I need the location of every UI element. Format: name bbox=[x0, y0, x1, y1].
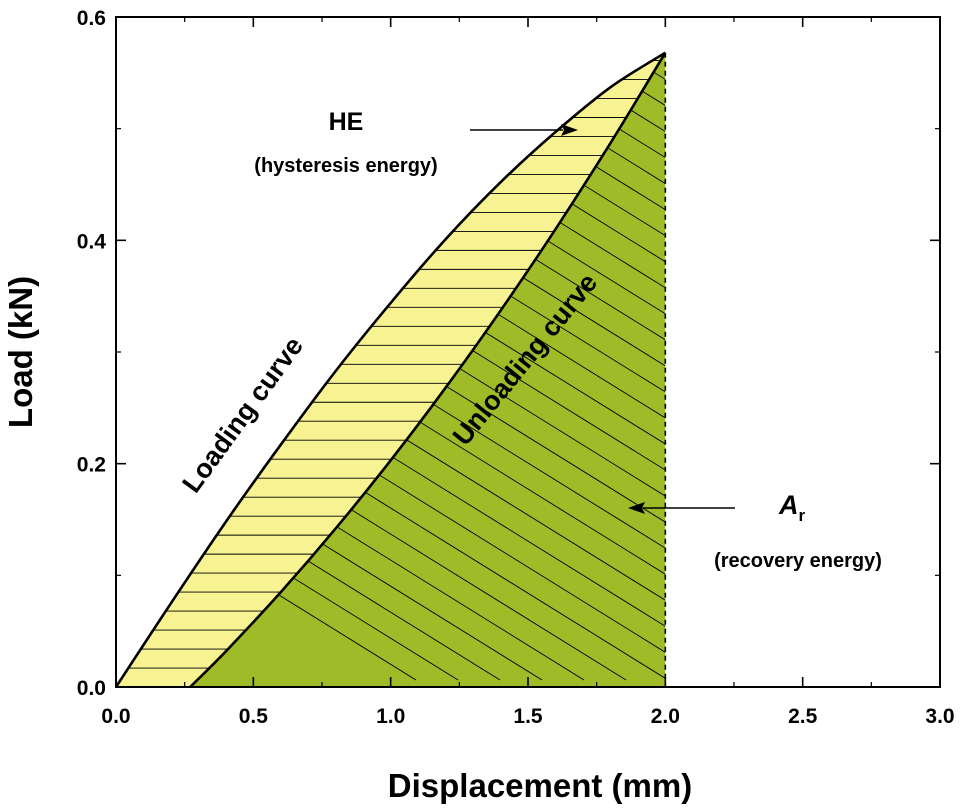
hatch-line bbox=[190, 59, 666, 681]
hatch-line bbox=[465, 59, 666, 681]
unloading-curve-line bbox=[189, 52, 667, 688]
hatch-line bbox=[886, 60, 963, 680]
x-tick-label: 2.0 bbox=[651, 705, 680, 728]
x-tick-label: 2.5 bbox=[788, 705, 818, 728]
hatch-line bbox=[676, 60, 963, 680]
y-axis-title: Load (kN) bbox=[2, 276, 39, 428]
y-axis-ticks: 0.0 0.2 0.4 0.6 bbox=[77, 7, 940, 700]
hysteresis-energy-region bbox=[116, 52, 666, 687]
x-tick-label: 0.5 bbox=[239, 705, 269, 728]
recovery-energy-region bbox=[190, 52, 666, 687]
x-tick-label: 0.0 bbox=[101, 705, 130, 728]
curves bbox=[114, 51, 667, 688]
hatch-line bbox=[190, 59, 543, 681]
hatch-line bbox=[190, 59, 666, 681]
x-tick-label: 3.0 bbox=[925, 705, 954, 728]
x-tick-label: 1.0 bbox=[376, 705, 405, 728]
he-arrowhead-icon bbox=[561, 124, 578, 136]
x-axis-title: Displacement (mm) bbox=[388, 767, 692, 804]
hatch-line bbox=[718, 60, 963, 680]
ar-subtitle: (recovery energy) bbox=[714, 550, 882, 572]
hatch-line bbox=[844, 60, 963, 680]
y-tick-label: 0.6 bbox=[77, 7, 106, 30]
hatch-line bbox=[760, 60, 963, 680]
hatch-line bbox=[190, 59, 627, 681]
recovery-annotation: Ar (recovery energy) bbox=[628, 490, 882, 572]
hatch-line bbox=[633, 59, 666, 681]
ar-title: Ar bbox=[778, 490, 806, 525]
x-axis-ticks: 0.0 0.5 1.0 1.5 2.0 2.5 3.0 bbox=[101, 17, 955, 728]
hysteresis-annotation: HE (hysteresis energy) bbox=[254, 108, 578, 177]
hatch-line bbox=[928, 60, 963, 680]
y-tick-label: 0.4 bbox=[77, 230, 107, 253]
ar-arrowhead-icon bbox=[628, 502, 645, 514]
hatch-line bbox=[190, 59, 501, 681]
he-subtitle: (hysteresis energy) bbox=[254, 155, 437, 177]
hatch-line bbox=[802, 60, 963, 680]
he-title: HE bbox=[329, 108, 364, 136]
y-tick-label: 0.0 bbox=[77, 677, 106, 700]
y-tick-label: 0.2 bbox=[77, 454, 106, 477]
axes: 0.0 0.5 1.0 1.5 2.0 2.5 3.0 0.0 0.2 0.4 0.6 bbox=[77, 7, 955, 728]
loading-curve-line bbox=[114, 51, 666, 688]
hatch-line bbox=[190, 59, 585, 681]
hatch-line bbox=[190, 59, 666, 681]
ar-title-subscript: r bbox=[798, 506, 805, 525]
ar-title-main: A bbox=[778, 490, 799, 520]
x-tick-label: 1.5 bbox=[513, 705, 543, 728]
energy-regions bbox=[116, 52, 963, 687]
